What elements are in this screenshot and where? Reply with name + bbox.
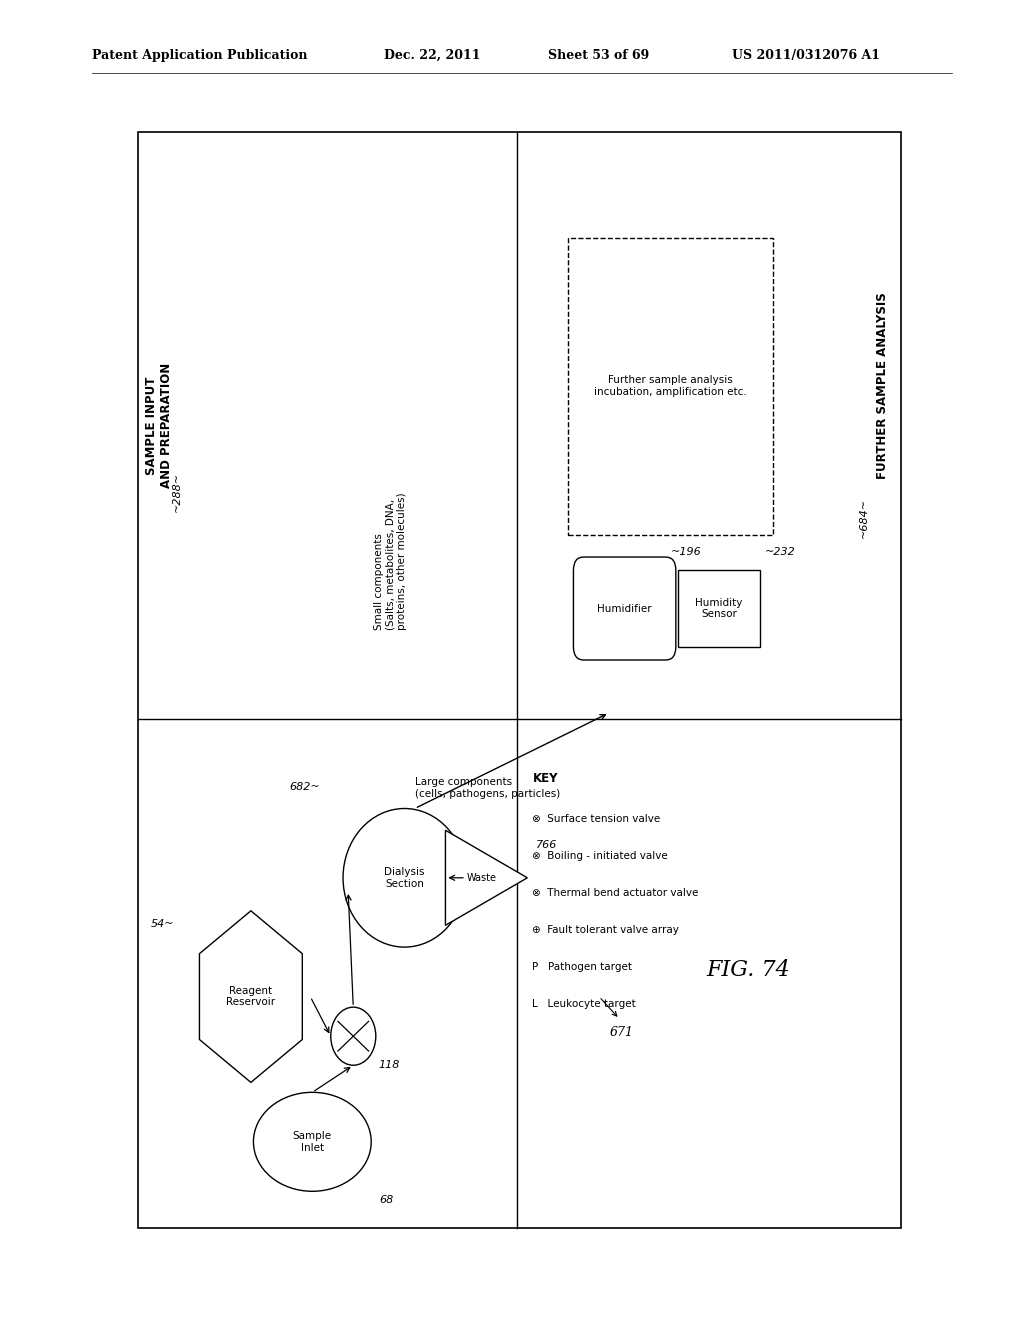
- Text: 118: 118: [379, 1060, 400, 1071]
- FancyBboxPatch shape: [678, 570, 760, 647]
- Text: ⊗  Thermal bend actuator valve: ⊗ Thermal bend actuator valve: [532, 888, 698, 899]
- Text: ~196: ~196: [671, 546, 701, 557]
- FancyBboxPatch shape: [573, 557, 676, 660]
- Text: 68: 68: [379, 1195, 393, 1205]
- Text: P   Pathogen target: P Pathogen target: [532, 962, 633, 973]
- Text: FURTHER SAMPLE ANALYSIS: FURTHER SAMPLE ANALYSIS: [877, 293, 889, 479]
- Text: L   Leukocyte target: L Leukocyte target: [532, 999, 636, 1010]
- Text: Waste: Waste: [466, 873, 497, 883]
- Text: Humidifier: Humidifier: [597, 603, 652, 614]
- Circle shape: [331, 1007, 376, 1065]
- Text: ~684~: ~684~: [859, 498, 869, 539]
- Text: Sample
Inlet: Sample Inlet: [293, 1131, 332, 1152]
- Text: Patent Application Publication: Patent Application Publication: [92, 49, 307, 62]
- Text: ⊗  Boiling - initiated valve: ⊗ Boiling - initiated valve: [532, 851, 669, 862]
- Text: Small components
(Salts, metabolites, DNA,
proteins, other molecules): Small components (Salts, metabolites, DN…: [374, 492, 407, 630]
- Ellipse shape: [254, 1092, 371, 1191]
- Text: 671: 671: [609, 1026, 633, 1039]
- Text: Reagent
Reservoir: Reagent Reservoir: [226, 986, 275, 1007]
- Polygon shape: [200, 911, 302, 1082]
- Text: Large components
(cells, pathogens, particles): Large components (cells, pathogens, part…: [415, 777, 560, 799]
- Text: SAMPLE INPUT
AND PREPARATION: SAMPLE INPUT AND PREPARATION: [144, 363, 173, 488]
- Ellipse shape: [343, 808, 466, 948]
- Text: 54~: 54~: [151, 919, 174, 929]
- Text: ~288~: ~288~: [172, 471, 182, 512]
- Text: Humidity
Sensor: Humidity Sensor: [695, 598, 742, 619]
- Text: ~232: ~232: [765, 546, 796, 557]
- Text: Dec. 22, 2011: Dec. 22, 2011: [384, 49, 480, 62]
- Text: US 2011/0312076 A1: US 2011/0312076 A1: [732, 49, 881, 62]
- Text: ⊗  Surface tension valve: ⊗ Surface tension valve: [532, 814, 660, 825]
- Text: ⊕  Fault tolerant valve array: ⊕ Fault tolerant valve array: [532, 925, 679, 936]
- Text: Dialysis
Section: Dialysis Section: [384, 867, 425, 888]
- Bar: [138, 132, 901, 1228]
- Polygon shape: [445, 830, 527, 925]
- Text: Sheet 53 of 69: Sheet 53 of 69: [548, 49, 649, 62]
- Text: KEY: KEY: [532, 772, 558, 785]
- Text: FIG. 74: FIG. 74: [707, 960, 791, 981]
- Text: 766: 766: [536, 840, 557, 850]
- Text: 682~: 682~: [290, 781, 321, 792]
- FancyBboxPatch shape: [568, 238, 773, 535]
- Text: Further sample analysis
incubation, amplification etc.: Further sample analysis incubation, ampl…: [594, 375, 748, 397]
